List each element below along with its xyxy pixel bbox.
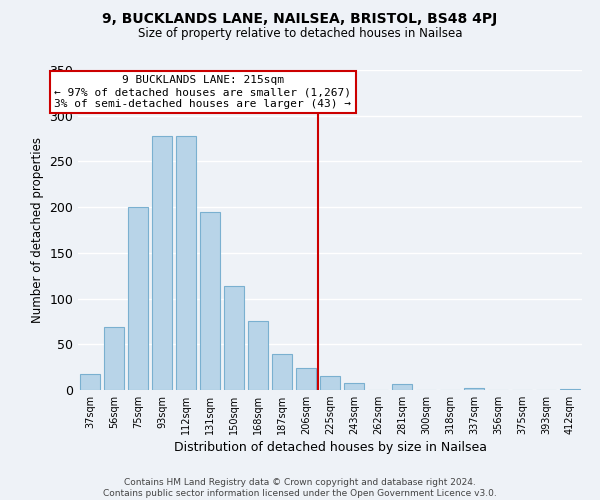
Bar xyxy=(344,382,364,390)
Bar xyxy=(128,207,148,390)
Text: Size of property relative to detached houses in Nailsea: Size of property relative to detached ho… xyxy=(138,28,462,40)
Bar xyxy=(464,388,484,390)
Text: 9 BUCKLANDS LANE: 215sqm
← 97% of detached houses are smaller (1,267)
3% of semi: 9 BUCKLANDS LANE: 215sqm ← 97% of detach… xyxy=(55,76,352,108)
Bar xyxy=(152,136,172,390)
Bar xyxy=(296,368,316,390)
Bar xyxy=(272,354,292,390)
Bar xyxy=(392,384,412,390)
Bar xyxy=(248,320,268,390)
Bar xyxy=(176,136,196,390)
Bar xyxy=(104,327,124,390)
Text: Contains HM Land Registry data © Crown copyright and database right 2024.
Contai: Contains HM Land Registry data © Crown c… xyxy=(103,478,497,498)
Bar xyxy=(224,286,244,390)
Text: 9, BUCKLANDS LANE, NAILSEA, BRISTOL, BS48 4PJ: 9, BUCKLANDS LANE, NAILSEA, BRISTOL, BS4… xyxy=(103,12,497,26)
Bar xyxy=(560,389,580,390)
Y-axis label: Number of detached properties: Number of detached properties xyxy=(31,137,44,323)
X-axis label: Distribution of detached houses by size in Nailsea: Distribution of detached houses by size … xyxy=(173,442,487,454)
Bar xyxy=(320,376,340,390)
Bar xyxy=(80,374,100,390)
Bar xyxy=(200,212,220,390)
